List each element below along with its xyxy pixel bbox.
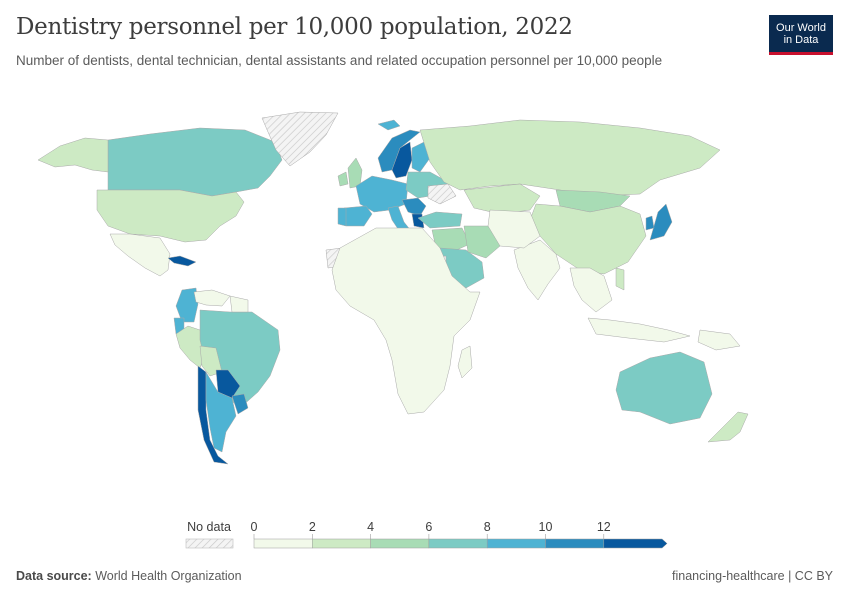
region-uruguay[interactable]: [231, 393, 249, 415]
region-paraguay[interactable]: [215, 369, 241, 399]
data-source: Data source: World Health Organization: [16, 569, 242, 583]
region-iceland[interactable]: [377, 119, 401, 131]
region-norway[interactable]: [377, 129, 421, 173]
legend-bin-2[interactable]: [370, 538, 430, 549]
region-cuba[interactable]: [167, 255, 197, 267]
legend-bin-3[interactable]: [428, 538, 488, 549]
region-colombia[interactable]: [175, 287, 199, 323]
legend-bin-5[interactable]: [545, 538, 605, 549]
legend-tick-label-3: 6: [425, 520, 432, 534]
region-bolivia[interactable]: [199, 345, 223, 377]
world-map: [37, 111, 749, 465]
region-mexico[interactable]: [109, 233, 171, 277]
legend-tick-label-2: 4: [367, 520, 374, 534]
region-ukraine[interactable]: [427, 183, 457, 205]
region-alaska[interactable]: [37, 137, 109, 173]
legend: No data 0 2 4 6 8 10 12: [185, 520, 668, 549]
region-united-states[interactable]: [96, 189, 245, 243]
region-guianas[interactable]: [229, 295, 249, 313]
region-india[interactable]: [513, 239, 561, 301]
legend-bin-0[interactable]: [253, 538, 313, 549]
logo-line-1: Our World: [776, 21, 826, 34]
region-portugal[interactable]: [337, 207, 347, 227]
legend-bins: [253, 538, 668, 549]
region-venezuela[interactable]: [193, 289, 231, 307]
region-southeast-asia[interactable]: [569, 267, 613, 313]
region-madagascar[interactable]: [457, 345, 473, 379]
region-australia[interactable]: [615, 351, 713, 425]
source-value[interactable]: World Health Organization: [95, 569, 242, 583]
regions-layer: [37, 111, 749, 465]
region-philippines[interactable]: [615, 267, 625, 291]
region-japan[interactable]: [649, 203, 673, 241]
region-balkans[interactable]: [401, 197, 427, 217]
legend-bin-6[interactable]: [603, 538, 668, 549]
logo-line-2: in Data: [783, 33, 819, 46]
chart-subtitle: Number of dentists, dental technician, d…: [16, 53, 663, 68]
legend-tick-label-0: 0: [251, 520, 258, 534]
legend-bin-1[interactable]: [312, 538, 371, 549]
legend-ticks: 0 2 4 6 8 10 12: [251, 520, 611, 539]
chart-title: Dentistry personnel per 10,000 populatio…: [16, 14, 573, 40]
region-united-kingdom[interactable]: [347, 157, 363, 189]
legend-tick-label-6: 12: [597, 520, 611, 534]
region-central-asia[interactable]: [487, 209, 541, 249]
region-new-zealand[interactable]: [707, 411, 749, 443]
credit-line[interactable]: financing-healthcare | CC BY: [672, 569, 833, 583]
region-south-korea[interactable]: [645, 215, 655, 231]
region-iran[interactable]: [463, 225, 501, 259]
legend-tick-label-1: 2: [309, 520, 316, 534]
region-finland[interactable]: [411, 141, 431, 173]
region-canada[interactable]: [107, 127, 283, 197]
region-indonesia[interactable]: [587, 317, 691, 343]
source-label: Data source:: [16, 569, 92, 583]
region-russia[interactable]: [419, 119, 721, 197]
legend-no-data-label: No data: [187, 520, 231, 534]
region-papua-new-guinea[interactable]: [697, 329, 741, 351]
legend-tick-label-4: 8: [484, 520, 491, 534]
legend-no-data-swatch: [185, 538, 234, 549]
region-ireland[interactable]: [337, 171, 349, 187]
region-turkey[interactable]: [417, 211, 463, 229]
legend-tick-label-5: 10: [539, 520, 553, 534]
region-greenland[interactable]: [261, 111, 339, 167]
region-spain[interactable]: [343, 205, 373, 227]
region-argentina[interactable]: [205, 371, 237, 453]
legend-bin-4[interactable]: [486, 538, 546, 549]
region-africa-other[interactable]: [331, 227, 481, 415]
owid-logo[interactable]: Our World in Data: [769, 15, 833, 55]
region-kazakhstan[interactable]: [463, 183, 541, 215]
